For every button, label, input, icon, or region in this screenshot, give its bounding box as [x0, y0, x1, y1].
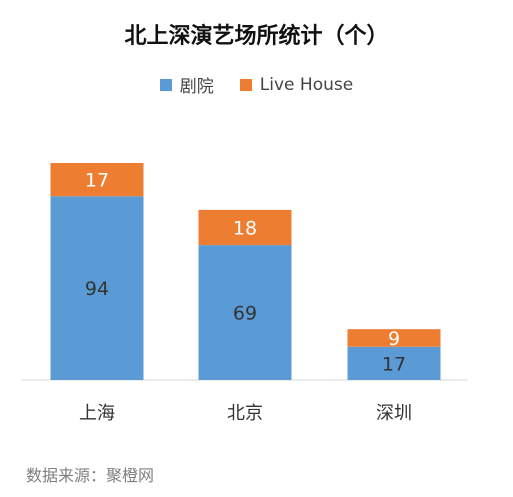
bar-theater-0 — [50, 196, 144, 380]
legend: 剧院 Live House — [0, 72, 513, 97]
x-tick-label-2: 深圳 — [376, 403, 412, 424]
data-label-livehouse-2: 9 — [388, 328, 400, 350]
bar-theater-2 — [347, 346, 441, 380]
legend-label-livehouse: Live House — [259, 74, 354, 95]
x-tick-label-0: 上海 — [79, 403, 115, 424]
data-source: 数据来源：聚橙网 — [26, 466, 155, 485]
bar-livehouse-0 — [50, 163, 144, 197]
bar-livehouse-2 — [347, 329, 441, 347]
legend-swatch-theater — [159, 78, 172, 91]
legend-item-livehouse: Live House — [239, 74, 354, 95]
data-label-livehouse-0: 17 — [85, 170, 109, 192]
data-label-theater-0: 94 — [85, 278, 109, 300]
data-label-theater-2: 17 — [382, 353, 406, 375]
data-label-livehouse-1: 18 — [233, 218, 257, 240]
legend-label-theater: 剧院 — [179, 77, 214, 97]
data-label-theater-1: 69 — [233, 303, 257, 325]
legend-item-theater: 剧院 — [159, 72, 214, 97]
bar-livehouse-1 — [198, 209, 292, 246]
x-tick-label-1: 北京 — [227, 403, 263, 424]
bar-theater-1 — [198, 245, 292, 380]
legend-swatch-livehouse — [239, 78, 252, 91]
chart-title: 北上深演艺场所统计（个） — [124, 24, 389, 49]
